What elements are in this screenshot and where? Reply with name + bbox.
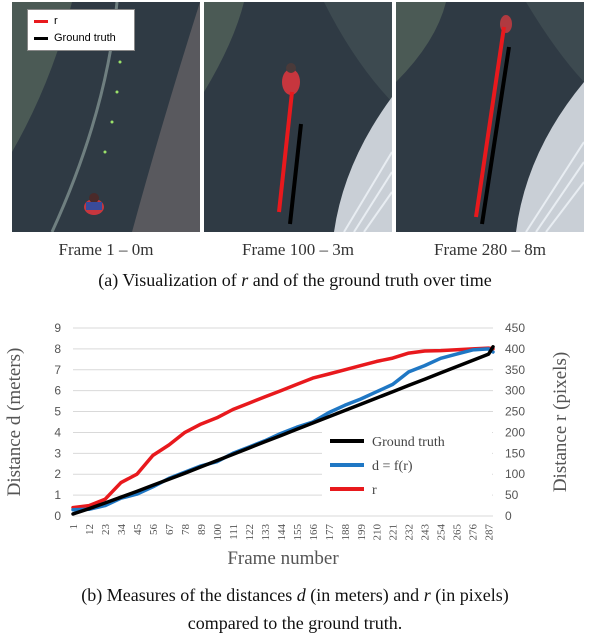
- legend-box: [322, 425, 492, 499]
- x-tick-label: 1: [68, 524, 80, 530]
- caption-b-mid: (in meters) and: [305, 585, 424, 605]
- frame-label-280: Frame 280 – 8m: [434, 240, 546, 259]
- y-axis-label: Distance d (meters): [4, 348, 25, 497]
- x-tick-label: 199: [356, 524, 368, 541]
- x-tick-label: 276: [468, 524, 480, 541]
- y2-tick-label: 350: [505, 363, 525, 377]
- series-line-d-f-r-: [71, 347, 495, 512]
- legend-gt-swatch: [34, 36, 48, 40]
- x-tick-label: 155: [292, 524, 304, 541]
- image-legend-r: r: [34, 14, 58, 28]
- caption-b-var-r: r: [423, 585, 431, 605]
- y-tick-label: 6: [54, 384, 61, 398]
- x-tick-label: 34: [116, 524, 128, 536]
- y2-axis-label: Distance r (pixels): [550, 352, 571, 492]
- image-legend-gt-label: Ground truth: [54, 32, 116, 44]
- x-tick-label: 12: [84, 524, 96, 535]
- y-tick-label: 8: [54, 342, 61, 356]
- x-tick-label: 188: [340, 524, 352, 541]
- caption-a-prefix: (a) Visualization of: [98, 270, 242, 290]
- legend-r-swatch: [34, 19, 48, 23]
- series-line-r: [71, 346, 495, 510]
- x-tick-label: 177: [324, 524, 336, 541]
- x-tick-label: 221: [388, 524, 400, 541]
- y-tick-label: 3: [54, 446, 61, 460]
- x-tick-label: 111: [228, 524, 240, 540]
- legend-label: r: [372, 483, 377, 498]
- caption-a: (a) Visualization of r and of the ground…: [0, 270, 590, 291]
- x-tick-label: 287: [484, 524, 496, 541]
- y-tick-label: 0: [54, 509, 61, 523]
- legend-label: d = f(r): [372, 459, 413, 474]
- series-line-ground-truth: [71, 345, 495, 516]
- x-tick-label: 89: [196, 524, 208, 536]
- x-tick-label: 265: [452, 524, 464, 541]
- y-tick-label: 1: [54, 488, 61, 502]
- x-tick-label: 133: [260, 524, 272, 541]
- y2-tick-label: 150: [505, 446, 525, 460]
- y2-tick-label: 100: [505, 467, 525, 481]
- frame-strip: r Ground truth: [12, 2, 584, 259]
- x-tick-label: 232: [404, 524, 416, 541]
- x-tick-label: 78: [180, 524, 192, 536]
- y2-tick-label: 400: [505, 342, 525, 356]
- y2-tick-label: 300: [505, 384, 525, 398]
- x-tick-label: 122: [244, 524, 256, 541]
- x-tick-label: 243: [420, 524, 432, 541]
- y2-tick-label: 450: [505, 321, 525, 335]
- x-tick-label: 23: [100, 524, 112, 536]
- image-legend: r Ground truth: [27, 9, 135, 51]
- frame-label-100: Frame 100 – 3m: [242, 240, 354, 259]
- y2-tick-label: 0: [505, 509, 512, 523]
- caption-b-suffix: (in pixels): [430, 585, 509, 605]
- x-tick-label: 166: [308, 524, 320, 541]
- x-axis-label: Frame number: [227, 548, 339, 569]
- y2-tick-label: 250: [505, 405, 525, 419]
- y2-tick-label: 200: [505, 425, 525, 439]
- image-legend-r-label: r: [54, 15, 58, 27]
- frame-image-1: r Ground truth: [12, 2, 200, 232]
- y-tick-label: 4: [54, 425, 61, 439]
- frame-label-1: Frame 1 – 0m: [58, 240, 154, 259]
- caption-b-line1: (b) Measures of the distances d (in mete…: [0, 585, 590, 606]
- frame-image-280: [396, 2, 584, 232]
- caption-b-line2: compared to the ground truth.: [187, 613, 403, 633]
- image-legend-gt: Ground truth: [34, 31, 116, 45]
- y-tick-label: 2: [54, 467, 61, 481]
- x-tick-label: 67: [164, 524, 176, 536]
- caption-b-prefix: (b) Measures of the distances: [81, 585, 297, 605]
- frame-image-100: [204, 2, 392, 232]
- y-tick-label: 9: [54, 321, 61, 335]
- legend-label: Ground truth: [372, 435, 445, 450]
- caption-a-suffix: and of the ground truth over time: [248, 270, 492, 290]
- caption-b-var-d: d: [296, 585, 306, 605]
- x-tick-label: 45: [132, 524, 144, 536]
- y-tick-label: 7: [54, 363, 61, 377]
- x-tick-label: 144: [276, 524, 288, 541]
- x-tick-label: 210: [372, 524, 384, 541]
- caption-a-var: r: [241, 270, 249, 290]
- x-tick-label: 56: [148, 524, 160, 536]
- x-tick-label: 254: [436, 524, 448, 541]
- y-tick-label: 5: [54, 405, 61, 419]
- y2-tick-label: 50: [505, 488, 519, 502]
- x-tick-label: 100: [212, 524, 224, 541]
